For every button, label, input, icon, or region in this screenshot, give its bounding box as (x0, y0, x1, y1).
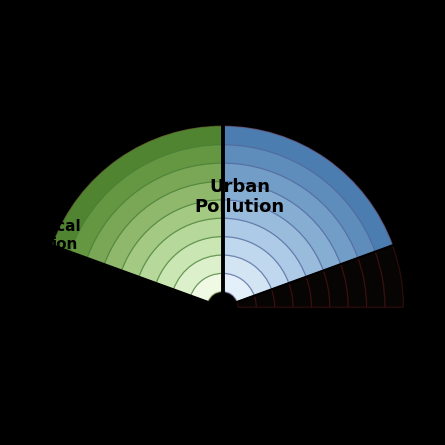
Wedge shape (222, 255, 271, 295)
Wedge shape (222, 218, 306, 283)
Wedge shape (375, 245, 404, 307)
Wedge shape (222, 237, 289, 289)
Wedge shape (104, 182, 222, 271)
Wedge shape (134, 277, 156, 307)
Wedge shape (222, 200, 324, 277)
Wedge shape (254, 289, 275, 307)
Wedge shape (324, 264, 348, 307)
Wedge shape (170, 289, 191, 307)
Wedge shape (139, 218, 306, 283)
Wedge shape (115, 271, 139, 307)
Wedge shape (156, 237, 222, 289)
Wedge shape (87, 163, 222, 264)
Wedge shape (104, 182, 341, 271)
Text: NO: NO (373, 417, 410, 437)
Wedge shape (60, 251, 87, 307)
Wedge shape (191, 273, 254, 302)
Text: Urban
Pollution: Urban Pollution (195, 178, 285, 216)
Wedge shape (358, 251, 385, 307)
Wedge shape (156, 237, 289, 289)
Wedge shape (53, 126, 222, 251)
Wedge shape (152, 283, 174, 307)
Wedge shape (41, 245, 70, 307)
Wedge shape (70, 145, 375, 258)
Wedge shape (87, 163, 358, 264)
Wedge shape (222, 163, 358, 264)
Wedge shape (222, 273, 254, 302)
Wedge shape (78, 258, 104, 307)
Wedge shape (222, 145, 375, 258)
Wedge shape (222, 182, 341, 271)
Wedge shape (189, 295, 208, 307)
Wedge shape (139, 218, 222, 283)
Wedge shape (222, 126, 392, 251)
Wedge shape (70, 145, 222, 258)
Wedge shape (97, 264, 121, 307)
Wedge shape (271, 283, 293, 307)
Wedge shape (341, 258, 367, 307)
Wedge shape (53, 126, 392, 251)
Wedge shape (191, 273, 222, 302)
Wedge shape (174, 255, 271, 295)
Text: ical
ion: ical ion (52, 219, 82, 252)
Wedge shape (306, 271, 330, 307)
Wedge shape (121, 200, 222, 277)
Wedge shape (289, 277, 312, 307)
Text: Traffi
Pollutio: Traffi Pollutio (377, 168, 437, 198)
Wedge shape (121, 200, 324, 277)
Wedge shape (174, 255, 222, 295)
Wedge shape (237, 295, 256, 307)
